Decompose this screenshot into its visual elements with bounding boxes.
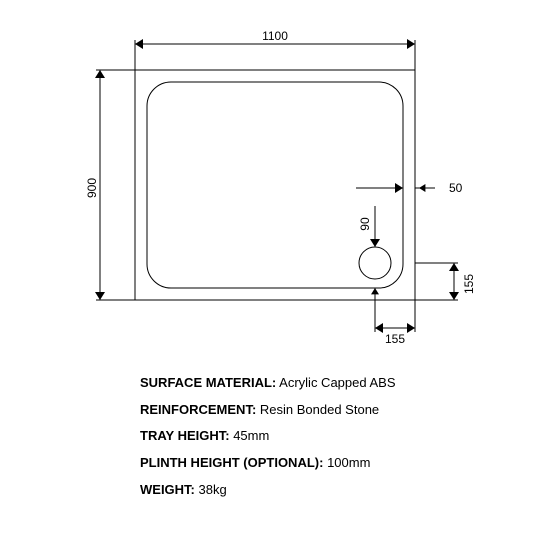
spec-label: TRAY HEIGHT: [140,428,230,443]
svg-text:50: 50 [449,181,463,195]
svg-text:1100: 1100 [262,29,288,43]
spec-value: Acrylic Capped ABS [279,375,395,390]
spec-row: WEIGHT: 38kg [140,477,396,504]
spec-value: 45mm [233,428,269,443]
spec-row: PLINTH HEIGHT (OPTIONAL): 100mm [140,450,396,477]
svg-text:900: 900 [85,178,99,198]
svg-text:155: 155 [385,332,405,346]
spec-row: REINFORCEMENT: Resin Bonded Stone [140,397,396,424]
spec-label: PLINTH HEIGHT (OPTIONAL): [140,455,323,470]
svg-text:155: 155 [462,274,476,294]
spec-row: TRAY HEIGHT: 45mm [140,423,396,450]
spec-value: Resin Bonded Stone [260,402,379,417]
spec-label: REINFORCEMENT: [140,402,256,417]
spec-label: SURFACE MATERIAL: [140,375,276,390]
spec-row: SURFACE MATERIAL: Acrylic Capped ABS [140,370,396,397]
svg-text:90: 90 [358,217,372,231]
spec-list: SURFACE MATERIAL: Acrylic Capped ABS REI… [140,370,396,503]
spec-label: WEIGHT: [140,482,195,497]
spec-value: 38kg [199,482,227,497]
spec-value: 100mm [327,455,370,470]
